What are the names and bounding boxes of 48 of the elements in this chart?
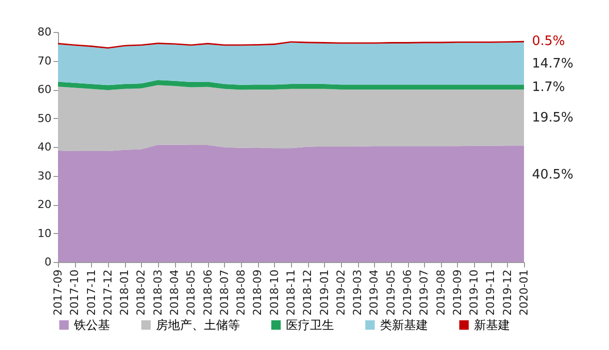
x-tick-label: 2018-01 bbox=[118, 270, 132, 316]
y-tick-label: 60 bbox=[38, 83, 52, 96]
x-tick-label: 2018-09 bbox=[251, 270, 264, 316]
x-tick-label: 2018-06 bbox=[201, 270, 214, 316]
x-tick-label: 2018-08 bbox=[234, 270, 248, 316]
x-tick-label: 2019-01 bbox=[318, 270, 331, 316]
data-label: 40.5% bbox=[532, 167, 574, 182]
x-tick-label: 2019-02 bbox=[334, 270, 348, 316]
x-tick-label: 2018-02 bbox=[134, 270, 148, 316]
x-tick-label: 2018-10 bbox=[268, 270, 281, 316]
legend-label: 房地产、土储等 bbox=[156, 318, 240, 332]
x-tick-label: 2017-12 bbox=[101, 270, 114, 316]
legend-label: 新基建 bbox=[474, 318, 510, 332]
x-tick-label: 2018-11 bbox=[284, 270, 298, 316]
y-tick-label: 20 bbox=[38, 198, 52, 211]
x-tick-label: 2019-07 bbox=[418, 270, 431, 316]
legend-label: 类新基建 bbox=[380, 318, 428, 332]
x-tick-label: 2019-06 bbox=[401, 270, 414, 316]
x-tick-label: 2018-03 bbox=[151, 270, 164, 316]
y-tick-label: 0 bbox=[44, 256, 52, 268]
x-tick-label: 2019-11 bbox=[484, 270, 498, 316]
y-tick-label: 40 bbox=[38, 140, 52, 154]
data-label: 19.5% bbox=[532, 110, 574, 126]
x-tick-label: 2019-09 bbox=[450, 270, 464, 316]
data-label: 0.5% bbox=[532, 34, 566, 49]
y-tick-label: 10 bbox=[38, 226, 52, 240]
x-tick-label: 2019-08 bbox=[434, 270, 448, 316]
legend-label: 医疗卫生 bbox=[286, 318, 334, 332]
x-tick-label: 2020-01 bbox=[518, 270, 530, 316]
y-tick-label: 70 bbox=[38, 54, 52, 68]
x-tick-label: 2018-07 bbox=[218, 270, 231, 316]
x-tick-label: 2019-12 bbox=[500, 270, 514, 316]
y-tick-label: 80 bbox=[38, 26, 52, 38]
x-tick-label: 2017-09 bbox=[52, 270, 64, 316]
x-tick-label: 2017-11 bbox=[84, 270, 98, 316]
x-tick-label: 2019-04 bbox=[368, 270, 381, 316]
data-label: 14.7% bbox=[532, 56, 574, 72]
x-tick-label: 2018-05 bbox=[184, 270, 198, 316]
data-label: 1.7% bbox=[532, 80, 566, 96]
x-tick-label: 2018-04 bbox=[168, 270, 181, 316]
x-tick-label: 2018-12 bbox=[301, 270, 314, 316]
y-tick-label: 30 bbox=[38, 169, 52, 182]
y-tick-label: 50 bbox=[38, 112, 52, 125]
x-tick-label: 2019-05 bbox=[384, 270, 398, 316]
x-tick-label: 2019-10 bbox=[468, 270, 481, 316]
x-tick-label: 2019-03 bbox=[351, 270, 364, 316]
legend-label: 铁公基 bbox=[73, 318, 110, 332]
x-tick-label: 2017-10 bbox=[68, 270, 82, 316]
